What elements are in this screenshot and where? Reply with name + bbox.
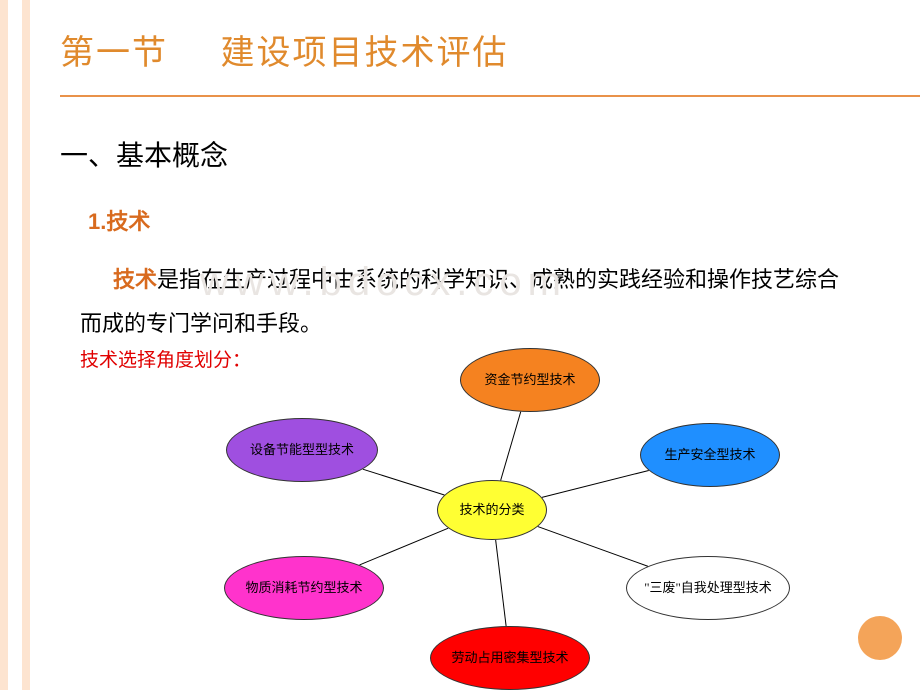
title-text: 建设项目技术评估 xyxy=(221,35,509,72)
angle-label: 技术选择角度划分： xyxy=(80,345,251,372)
page-title: 第一节 建设项目技术评估 xyxy=(60,25,890,74)
diagram-node: "三废"自我处理型技术 xyxy=(626,556,790,620)
diagram-node: 物质消耗节约型技术 xyxy=(224,556,384,620)
classification-diagram: 资金节约型技术生产安全型技术"三废"自我处理型技术劳动占用密集型技术物质消耗节约… xyxy=(230,340,860,680)
left-stripe-inner xyxy=(8,0,22,690)
content-area: 第一节 建设项目技术评估 一、基本概念 1.技术 技术是指在生产过程中由系统的科… xyxy=(60,25,890,346)
diagram-center-node: 技术的分类 xyxy=(437,480,547,540)
section-label: 第一节 xyxy=(60,35,168,72)
definition-text: 是指在生产过程中由系统的科学知识、成熟的实践经验和操作技艺综合而成的专门学问和手… xyxy=(80,267,839,336)
diagram-node: 劳动占用密集型技术 xyxy=(430,626,590,690)
title-underline xyxy=(60,95,920,97)
sub-heading: 1.技术 xyxy=(88,204,890,236)
diagram-node: 设备节能型型技术 xyxy=(226,418,378,482)
section-heading: 一、基本概念 xyxy=(60,134,890,174)
definition-keyword: 技术 xyxy=(113,267,157,292)
corner-circle-icon xyxy=(858,616,902,660)
definition-paragraph: 技术是指在生产过程中由系统的科学知识、成熟的实践经验和操作技艺综合而成的专门学问… xyxy=(80,258,860,346)
diagram-node: 资金节约型技术 xyxy=(460,348,600,412)
diagram-node: 生产安全型技术 xyxy=(640,423,780,487)
